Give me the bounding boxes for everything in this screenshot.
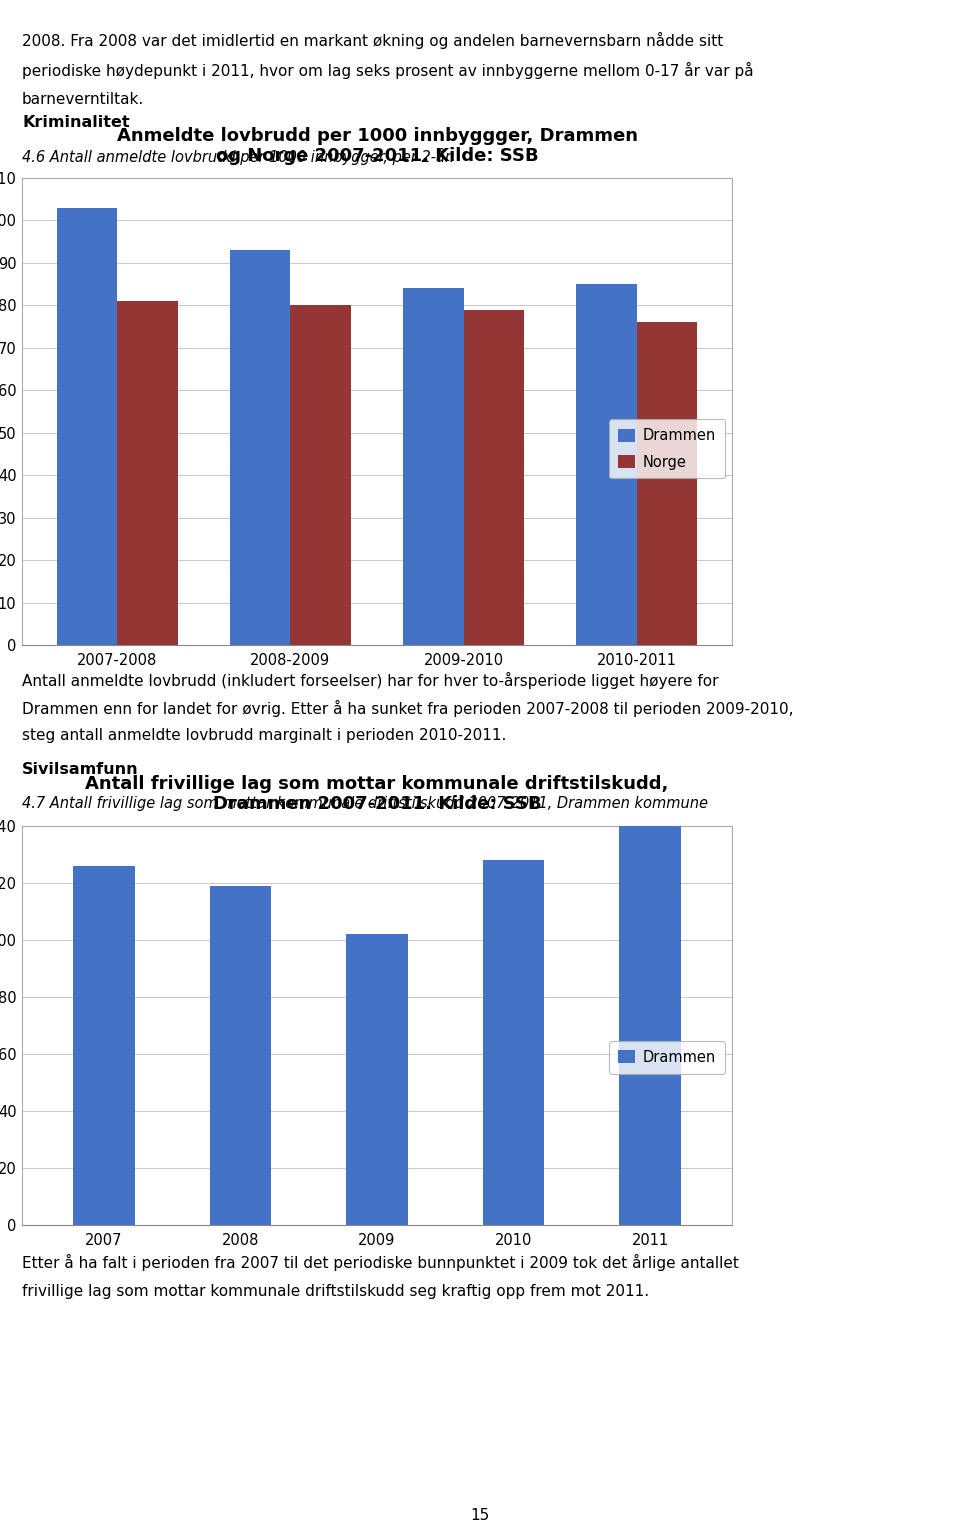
Text: 4.7 Antall frivillige lag som mottar kommunale driftstilskudd 2007-2011, Drammen: 4.7 Antall frivillige lag som mottar kom… <box>22 796 708 811</box>
Bar <box>291 305 351 644</box>
Bar <box>209 885 271 1226</box>
Text: periodiske høydepunkt i 2011, hvor om lag seks prosent av innbyggerne mellom 0-1: periodiske høydepunkt i 2011, hvor om la… <box>22 61 754 80</box>
Bar <box>73 865 134 1226</box>
Text: frivillige lag som mottar kommunale driftstilskudd seg kraftig opp frem mot 2011: frivillige lag som mottar kommunale drif… <box>22 1284 649 1299</box>
Bar <box>347 934 408 1226</box>
Text: barneverntiltak.: barneverntiltak. <box>22 92 144 107</box>
Text: Drammen enn for landet for øvrig. Etter å ha sunket fra perioden 2007-2008 til p: Drammen enn for landet for øvrig. Etter … <box>22 700 794 716</box>
Bar <box>464 310 524 644</box>
Title: Anmeldte lovbrudd per 1000 innbyggger, Drammen
og Norge 2007-2011. Kilde: SSB: Anmeldte lovbrudd per 1000 innbyggger, D… <box>116 126 637 166</box>
Text: Antall anmeldte lovbrudd (inkludert forseelser) har for hver to-årsperiode ligge: Antall anmeldte lovbrudd (inkludert fors… <box>22 672 718 689</box>
Text: 2008. Fra 2008 var det imidlertid en markant økning og andelen barnevernsbarn nå: 2008. Fra 2008 var det imidlertid en mar… <box>22 32 723 49</box>
Bar <box>117 301 178 644</box>
Title: Antall frivillige lag som mottar kommunale driftstilskudd,
Drammen 2007-2011. Ki: Antall frivillige lag som mottar kommuna… <box>85 775 669 813</box>
Text: 4.6 Antall anmeldte lovbrudd per 1000 innbygger, per 2-år.: 4.6 Antall anmeldte lovbrudd per 1000 in… <box>22 147 454 166</box>
Text: Etter å ha falt i perioden fra 2007 til det periodiske bunnpunktet i 2009 tok de: Etter å ha falt i perioden fra 2007 til … <box>22 1253 739 1272</box>
Text: Kriminalitet: Kriminalitet <box>22 115 130 130</box>
Bar <box>636 322 697 644</box>
Bar <box>483 861 544 1226</box>
Legend: Drammen: Drammen <box>610 1042 725 1074</box>
Bar <box>576 284 636 644</box>
Bar <box>57 207 117 644</box>
Bar <box>403 288 464 644</box>
Text: Sivilsamfunn: Sivilsamfunn <box>22 762 138 778</box>
Bar <box>229 250 291 644</box>
Bar <box>619 825 681 1226</box>
Text: steg antall anmeldte lovbrudd marginalt i perioden 2010-2011.: steg antall anmeldte lovbrudd marginalt … <box>22 729 506 742</box>
Legend: Drammen, Norge: Drammen, Norge <box>610 419 725 479</box>
Text: 15: 15 <box>470 1508 490 1523</box>
